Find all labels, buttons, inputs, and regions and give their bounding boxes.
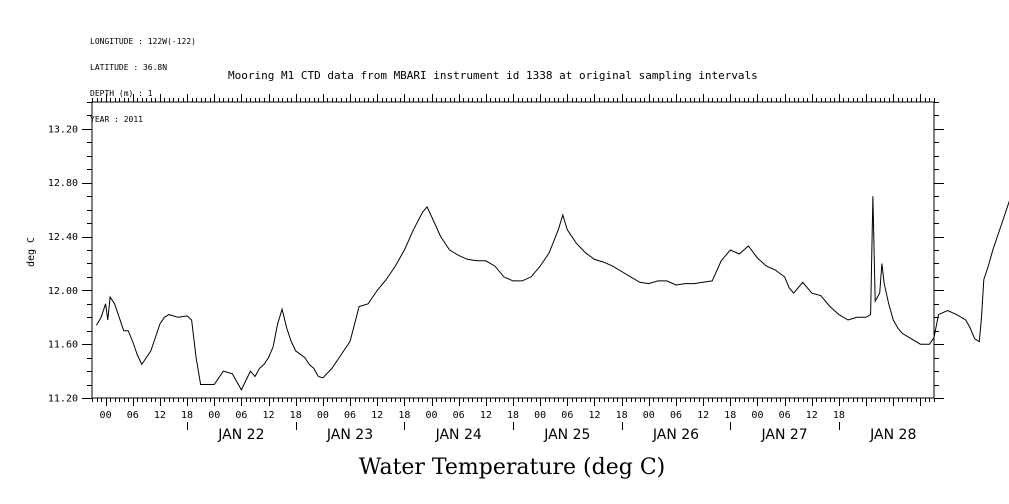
x-axis-ticks bbox=[92, 94, 935, 406]
metadata-block: LONGITUDE : 122W(-122) LATITUDE : 36.8N … bbox=[90, 21, 196, 133]
y-tick-label: 11.60 bbox=[48, 340, 78, 351]
temperature-series-line bbox=[96, 196, 1009, 391]
x-tick-label: 12 bbox=[154, 410, 166, 421]
x-tick-label: 06 bbox=[453, 410, 465, 421]
x-axis-title: Water Temperature (deg C) bbox=[359, 455, 666, 480]
x-tick-label: 18 bbox=[181, 410, 193, 421]
x-day-label: JAN 24 bbox=[435, 427, 482, 443]
x-tick-label: 00 bbox=[317, 410, 329, 421]
x-day-label: JAN 23 bbox=[326, 427, 373, 443]
x-day-ticks bbox=[187, 422, 840, 430]
y-tick-label: 13.20 bbox=[48, 124, 78, 135]
x-tick-label: 06 bbox=[127, 410, 139, 421]
x-tick-label: 06 bbox=[235, 410, 247, 421]
chart-title: Mooring M1 CTD data from MBARI instrumen… bbox=[228, 69, 758, 82]
x-tick-label: 00 bbox=[643, 410, 655, 421]
x-tick-label: 12 bbox=[588, 410, 600, 421]
metadata-longitude: LONGITUDE : 122W(-122) bbox=[90, 37, 196, 47]
metadata-depth: DEPTH (m) : 1 bbox=[90, 88, 153, 98]
y-tick-label: 12.40 bbox=[48, 232, 78, 243]
x-tick-label: 12 bbox=[263, 410, 275, 421]
x-tick-label: 18 bbox=[290, 410, 302, 421]
y-axis-label: deg C bbox=[26, 237, 37, 267]
x-tick-label: 00 bbox=[751, 410, 763, 421]
x-tick-label: 12 bbox=[697, 410, 709, 421]
y-tick-label: 11.20 bbox=[48, 394, 78, 405]
x-tick-label: 12 bbox=[371, 410, 383, 421]
x-tick-label: 06 bbox=[561, 410, 573, 421]
x-tick-label: 06 bbox=[670, 410, 682, 421]
x-tick-label: 18 bbox=[833, 410, 845, 421]
x-day-label: JAN 27 bbox=[761, 427, 808, 443]
x-tick-label: 18 bbox=[724, 410, 736, 421]
x-day-label: JAN 22 bbox=[217, 427, 264, 443]
plot-frame bbox=[91, 101, 935, 399]
x-day-label: JAN 28 bbox=[869, 427, 916, 443]
metadata-latitude: LATITUDE : 36.8N bbox=[90, 62, 168, 72]
x-tick-label: 12 bbox=[806, 410, 818, 421]
x-tick-label: 18 bbox=[616, 410, 628, 421]
x-tick-label: 00 bbox=[100, 410, 112, 421]
x-tick-label: 06 bbox=[779, 410, 791, 421]
x-tick-label: 00 bbox=[208, 410, 220, 421]
x-tick-label: 18 bbox=[398, 410, 410, 421]
x-day-label: JAN 25 bbox=[543, 427, 590, 443]
x-tick-label: 18 bbox=[507, 410, 519, 421]
x-tick-label: 06 bbox=[344, 410, 356, 421]
x-tick-label: 00 bbox=[534, 410, 546, 421]
metadata-year: YEAR : 2011 bbox=[90, 114, 143, 124]
y-tick-label: 12.80 bbox=[48, 178, 78, 189]
x-tick-label: 00 bbox=[425, 410, 437, 421]
x-tick-label: 12 bbox=[480, 410, 492, 421]
x-day-label: JAN 26 bbox=[652, 427, 699, 443]
y-axis-ticks bbox=[82, 102, 944, 399]
y-tick-label: 12.00 bbox=[48, 286, 78, 297]
